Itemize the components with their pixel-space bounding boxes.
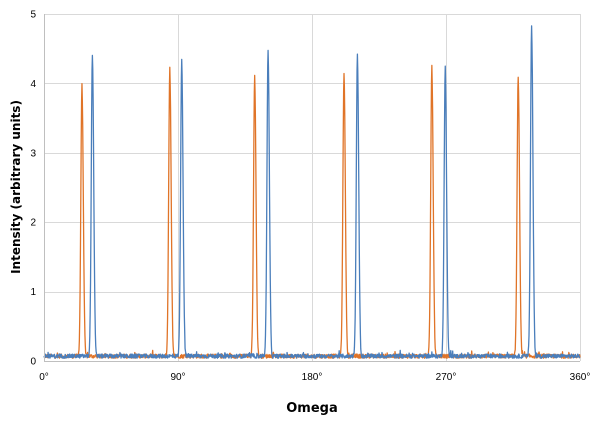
- y-tick-label: 3: [30, 148, 36, 159]
- y-tick-label: 0: [30, 357, 36, 368]
- x-tick-label: 270°: [436, 372, 457, 383]
- y-tick-label: 1: [30, 287, 36, 298]
- series-line-2: [43, 25, 581, 359]
- y-tick-label: 2: [30, 218, 36, 229]
- x-tick-label: 90°: [170, 372, 185, 383]
- axes: [44, 14, 580, 362]
- x-tick-label: 360°: [570, 372, 591, 383]
- y-tick-label: 4: [30, 79, 36, 90]
- grid-lines: [44, 14, 581, 361]
- y-axis-title: Intensity (arbitrary units): [9, 100, 23, 274]
- tick-labels: 0 1 2 3 4 5 0° 90° 180° 270° 360°: [30, 10, 590, 384]
- y-tick-label: 5: [30, 10, 36, 21]
- series-lines: [43, 25, 581, 359]
- x-axis-title: Omega: [286, 401, 338, 416]
- x-tick-label: 0°: [39, 372, 49, 383]
- x-tick-label: 180°: [302, 372, 323, 383]
